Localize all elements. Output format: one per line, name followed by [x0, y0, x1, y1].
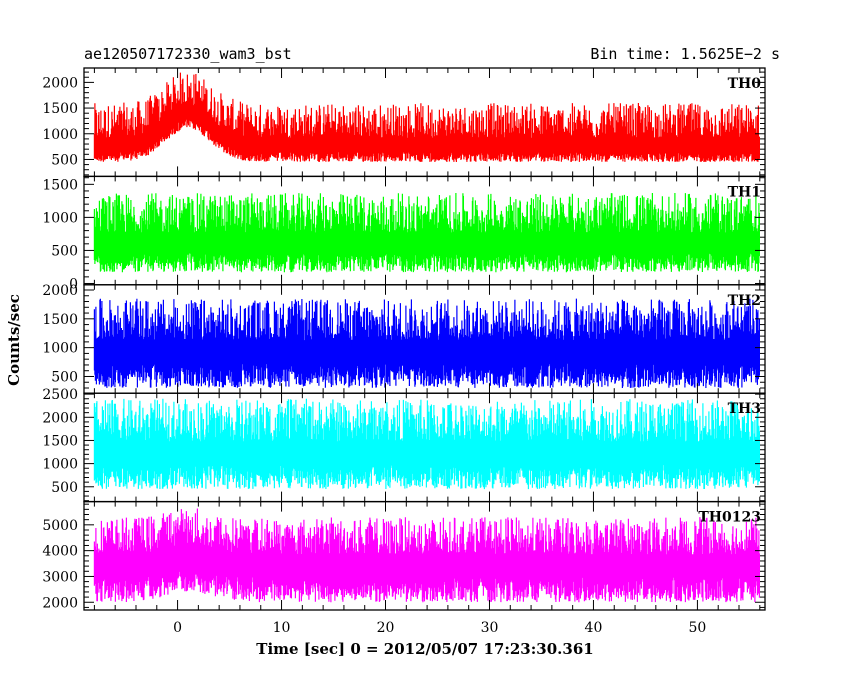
y-tick-label: 1000	[42, 210, 78, 226]
y-tick-label: 4000	[42, 544, 78, 560]
x-axis-title: Time [sec] 0 = 2012/05/07 17:23:30.361	[256, 640, 593, 658]
y-tick-label: 0	[69, 276, 78, 292]
x-tick-label: 10	[273, 620, 291, 636]
x-axis: 0 10 20 30 40 50	[173, 620, 706, 636]
y-tick-label: 1500	[42, 101, 78, 117]
y-tick-label: 3000	[42, 569, 78, 585]
panel-label-th0123: TH0123	[698, 510, 761, 526]
x-tick-label: 0	[173, 620, 182, 636]
panel-th0: 500 1000 1500 2000 TH0	[42, 67, 766, 178]
panel-th0123: 2000 3000 4000 5000 TH0123	[42, 500, 766, 611]
series-th3	[93, 398, 760, 490]
y-tick-label: 1500	[42, 177, 78, 193]
series-th0123	[93, 508, 760, 603]
y-tick-label: 2000	[42, 410, 78, 426]
y-tick-label: 1500	[42, 433, 78, 449]
y-tick-label: 1000	[42, 127, 78, 143]
panel-label-th3: TH3	[728, 401, 761, 417]
chart-title-right: Bin time: 1.5625E−2 s	[590, 45, 780, 63]
y-tick-label: 2000	[42, 75, 78, 91]
panel-th1: 0 500 1000 1500 TH1	[42, 175, 766, 292]
panel-label-th2: TH2	[728, 293, 761, 309]
y-tick-label: 500	[51, 243, 78, 259]
panels-group: 500 1000 1500 2000 TH0 0 500 1000 1500 TH1 500 1000…	[42, 67, 766, 611]
x-tick-label: 30	[481, 620, 499, 636]
series-th2	[93, 298, 760, 388]
y-tick-label: 500	[51, 369, 78, 385]
x-tick-label: 40	[585, 620, 603, 636]
series-th0	[93, 72, 760, 162]
y-tick-label: 500	[51, 480, 78, 496]
chart-title-left: ae120507172330_wam3_bst	[84, 45, 292, 63]
y-tick-label: 2000	[42, 595, 78, 611]
y-tick-label: 1000	[42, 457, 78, 473]
y-axis-title: Counts/sec	[5, 294, 23, 386]
y-tick-label: 2500	[42, 387, 78, 403]
y-tick-label: 5000	[42, 518, 78, 534]
series-th1	[93, 193, 760, 273]
y-tick-label: 2000	[42, 283, 78, 299]
panel-label-th1: TH1	[728, 184, 761, 200]
panel-label-th0: TH0	[728, 76, 762, 92]
x-tick-label: 50	[689, 620, 707, 636]
panel-th3: 500 1000 1500 2000 2500 TH3	[42, 387, 766, 503]
y-tick-label: 500	[51, 152, 78, 168]
y-tick-label: 1500	[42, 312, 78, 328]
panel-th2: 500 1000 1500 2000 TH2	[42, 283, 766, 394]
x-tick-label: 20	[377, 620, 395, 636]
y-tick-label: 1000	[42, 341, 78, 357]
